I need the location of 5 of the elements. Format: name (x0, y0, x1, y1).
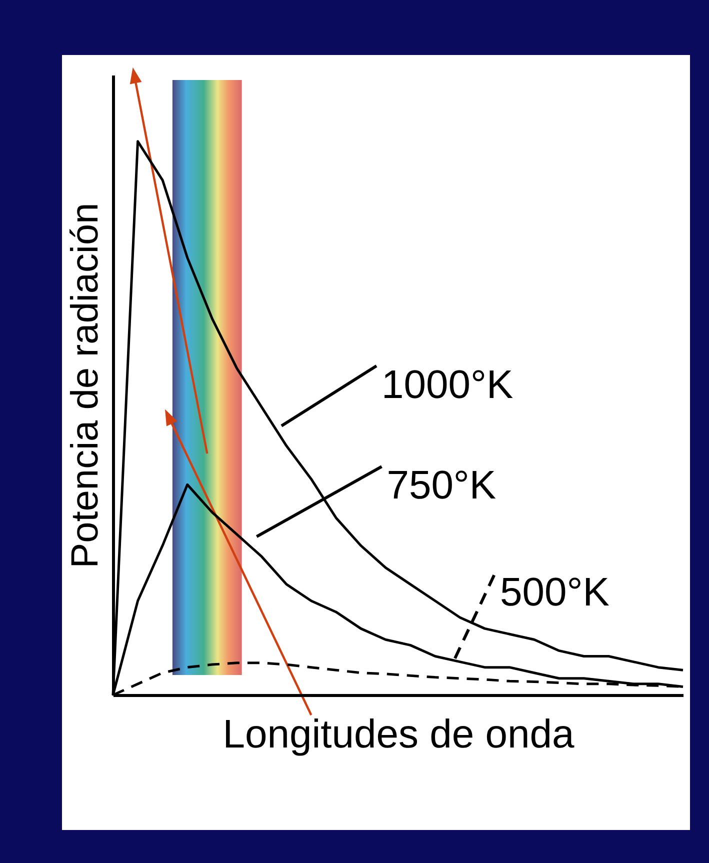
legend-label: 1000°K (381, 362, 514, 407)
legend-label: 500°K (500, 570, 610, 614)
y-axis-title: Potencia de radiación (64, 202, 106, 568)
x-axis-title: Longitudes de onda (222, 712, 575, 756)
legend-label: 750°K (386, 464, 496, 508)
